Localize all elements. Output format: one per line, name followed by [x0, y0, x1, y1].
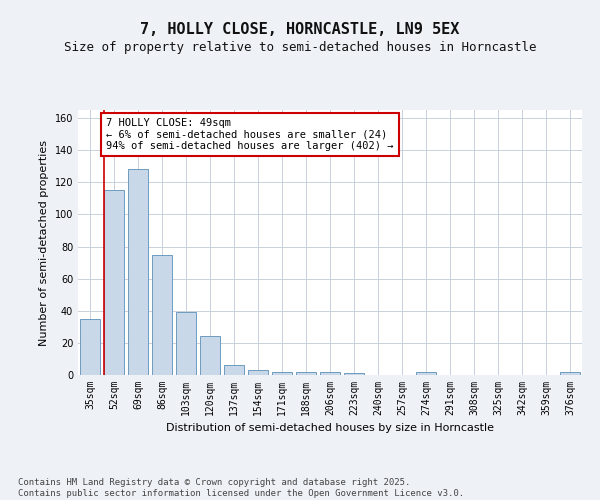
Bar — [104, 190, 124, 375]
Bar — [344, 374, 364, 375]
Text: 7 HOLLY CLOSE: 49sqm
← 6% of semi-detached houses are smaller (24)
94% of semi-d: 7 HOLLY CLOSE: 49sqm ← 6% of semi-detach… — [106, 118, 394, 151]
Text: Contains HM Land Registry data © Crown copyright and database right 2025.
Contai: Contains HM Land Registry data © Crown c… — [18, 478, 464, 498]
Bar — [416, 372, 436, 375]
Bar — [320, 372, 340, 375]
Bar — [128, 170, 148, 375]
Bar — [272, 372, 292, 375]
Bar — [152, 254, 172, 375]
Text: Size of property relative to semi-detached houses in Horncastle: Size of property relative to semi-detach… — [64, 41, 536, 54]
Bar — [176, 312, 196, 375]
X-axis label: Distribution of semi-detached houses by size in Horncastle: Distribution of semi-detached houses by … — [166, 424, 494, 434]
Bar — [296, 372, 316, 375]
Bar — [224, 366, 244, 375]
Bar — [80, 319, 100, 375]
Bar — [560, 372, 580, 375]
Y-axis label: Number of semi-detached properties: Number of semi-detached properties — [39, 140, 49, 346]
Bar — [248, 370, 268, 375]
Text: 7, HOLLY CLOSE, HORNCASTLE, LN9 5EX: 7, HOLLY CLOSE, HORNCASTLE, LN9 5EX — [140, 22, 460, 38]
Bar — [200, 336, 220, 375]
